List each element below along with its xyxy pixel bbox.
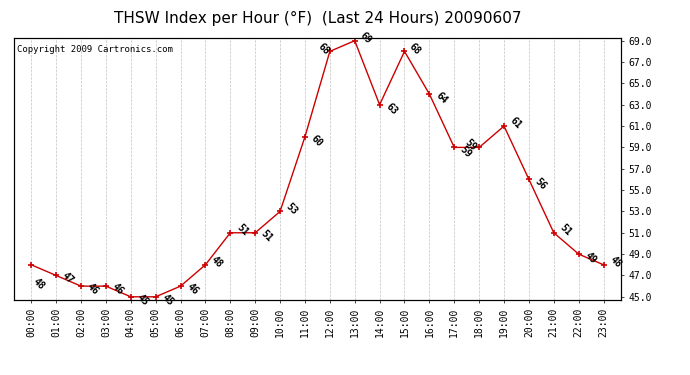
Text: 53: 53 xyxy=(284,201,299,216)
Text: 46: 46 xyxy=(185,281,200,297)
Text: 68: 68 xyxy=(407,41,423,56)
Text: 49: 49 xyxy=(583,251,598,266)
Text: 59: 59 xyxy=(462,137,478,152)
Text: 64: 64 xyxy=(433,90,449,106)
Text: 60: 60 xyxy=(309,133,324,148)
Text: 48: 48 xyxy=(31,276,47,292)
Text: 48: 48 xyxy=(210,254,225,270)
Text: 46: 46 xyxy=(85,281,101,297)
Text: 45: 45 xyxy=(135,292,150,307)
Text: THSW Index per Hour (°F)  (Last 24 Hours) 20090607: THSW Index per Hour (°F) (Last 24 Hours)… xyxy=(114,11,521,26)
Text: 56: 56 xyxy=(533,176,549,191)
Text: 51: 51 xyxy=(259,228,275,243)
Text: 59: 59 xyxy=(458,144,474,159)
Text: 69: 69 xyxy=(357,30,373,46)
Text: 47: 47 xyxy=(60,270,76,286)
Text: 48: 48 xyxy=(608,254,623,270)
Text: 68: 68 xyxy=(316,41,331,56)
Text: Copyright 2009 Cartronics.com: Copyright 2009 Cartronics.com xyxy=(17,45,172,54)
Text: 61: 61 xyxy=(509,116,524,131)
Text: 51: 51 xyxy=(558,222,573,238)
Text: 45: 45 xyxy=(160,292,175,307)
Text: 46: 46 xyxy=(110,281,126,297)
Text: 51: 51 xyxy=(235,222,250,238)
Text: 63: 63 xyxy=(384,101,399,117)
